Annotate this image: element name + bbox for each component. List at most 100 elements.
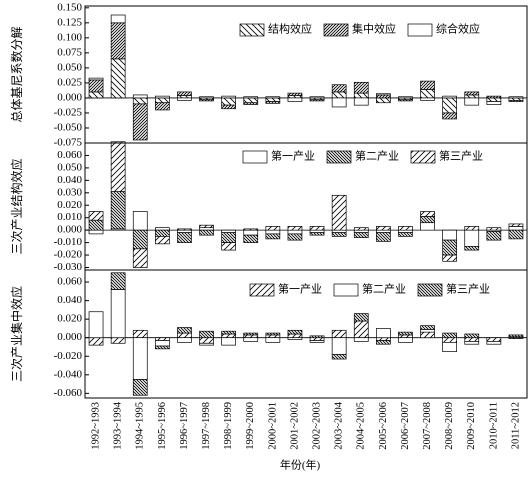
x-tick-label: 1995~1996	[157, 402, 168, 450]
y-tick-label: 0.075	[57, 46, 82, 58]
bar-segment	[508, 97, 524, 101]
bar-segment	[221, 95, 236, 99]
bar-segment	[265, 101, 281, 104]
bar-segment	[508, 226, 524, 231]
x-tick-label: 2005~2006	[378, 402, 389, 450]
bar-segment	[132, 337, 148, 380]
bar-segment	[442, 341, 457, 352]
bar-segment	[88, 91, 104, 99]
bar-segment	[331, 329, 347, 339]
bar-segment	[420, 325, 435, 330]
bar-segment	[177, 232, 192, 243]
y-tick-label: 0.125	[57, 16, 82, 28]
bar-segment	[353, 313, 369, 322]
bar-segment	[287, 329, 303, 335]
bar-segment	[398, 232, 413, 237]
bar-segment	[199, 227, 214, 231]
bar-segment	[353, 232, 369, 238]
bar-segment	[420, 216, 435, 224]
bar-segment	[309, 340, 325, 343]
bar-segment	[287, 333, 303, 339]
bar-segment	[199, 229, 214, 236]
bar-segment	[331, 84, 347, 93]
bar-segment	[486, 341, 502, 345]
x-tick-label: 2001~2002	[289, 402, 300, 450]
bar-segment	[243, 337, 259, 342]
legend-swatch	[417, 283, 443, 297]
bar-segment	[331, 337, 347, 355]
x-tick-label: 1992~1993	[90, 402, 101, 450]
bar-segment	[221, 333, 236, 339]
bar-segment	[199, 342, 214, 346]
bar-segment	[287, 97, 303, 102]
bar-segment	[464, 94, 480, 99]
bar-segment	[376, 337, 391, 341]
bar-segment	[331, 232, 347, 237]
bar-segment	[309, 96, 325, 99]
x-tick-label: 2000~2001	[267, 402, 278, 450]
bar-segment	[287, 92, 303, 96]
y-tick-label: 0.000	[57, 331, 82, 343]
bar-segment	[508, 223, 524, 227]
bar-segment	[132, 229, 148, 250]
bar-segment	[155, 97, 170, 104]
bar-segment	[177, 337, 192, 343]
bar-segment	[177, 91, 192, 96]
bar-segment	[265, 229, 281, 235]
bar-segment	[243, 228, 259, 231]
bar-segment	[376, 232, 391, 242]
bar-segment	[155, 345, 170, 350]
bar-segment	[221, 337, 236, 346]
legend-swatch	[249, 283, 275, 297]
legend-label: 第三产业	[439, 149, 483, 163]
x-tick-label: 2011~2012	[510, 402, 521, 449]
y-tick-label: 0.040	[57, 294, 82, 306]
bar-segment	[376, 226, 391, 231]
bar-segment	[132, 329, 148, 339]
bar-segment	[132, 211, 148, 231]
bar-segment	[110, 14, 126, 24]
x-tick-label: 2003~2004	[334, 401, 345, 449]
legend-swatch	[333, 283, 359, 297]
bar-segment	[464, 229, 480, 247]
legend-swatch	[239, 23, 265, 37]
bar-segment	[353, 337, 369, 342]
bar-segment	[88, 77, 104, 81]
bar-segment	[243, 229, 259, 236]
bar-segment	[353, 81, 369, 94]
bar-segment	[265, 332, 281, 336]
bar-segment	[464, 337, 480, 342]
bar-segment	[132, 94, 148, 99]
bar-segment	[353, 320, 369, 339]
bar-segment	[155, 227, 170, 231]
y-tick-label: 0.060	[57, 276, 82, 288]
plot-frame	[84, 269, 528, 399]
bar-segment	[155, 229, 170, 237]
bar-segment	[243, 332, 259, 336]
bar-segment	[243, 334, 259, 339]
bar-segment	[132, 97, 148, 105]
x-tick-label: 1997~1998	[201, 402, 212, 450]
bar-segment	[221, 104, 236, 110]
bar-segment	[331, 91, 347, 99]
bar-segment	[442, 337, 457, 343]
y-axis-title: 三次产业集中效应	[9, 286, 24, 382]
bar-segment	[88, 211, 104, 221]
x-tick-label: 1999~2000	[245, 402, 256, 450]
y-tick-label: -0.060	[54, 387, 83, 399]
x-tick-label: 1996~1997	[179, 402, 190, 450]
bar-segment	[110, 191, 126, 230]
bar-segment	[420, 89, 435, 99]
bar-segment	[287, 233, 303, 241]
legend-swatch	[410, 150, 436, 164]
y-tick-label: 0.030	[57, 186, 82, 198]
bar-segment	[376, 229, 391, 233]
bar-segment	[221, 242, 236, 251]
bar-segment	[287, 226, 303, 231]
legend-label: 第一产业	[271, 149, 315, 163]
x-tick-label: 1993~1994	[113, 401, 124, 449]
bar-segment	[177, 97, 192, 101]
bar-segment	[199, 96, 214, 99]
bar-segment	[88, 337, 104, 346]
